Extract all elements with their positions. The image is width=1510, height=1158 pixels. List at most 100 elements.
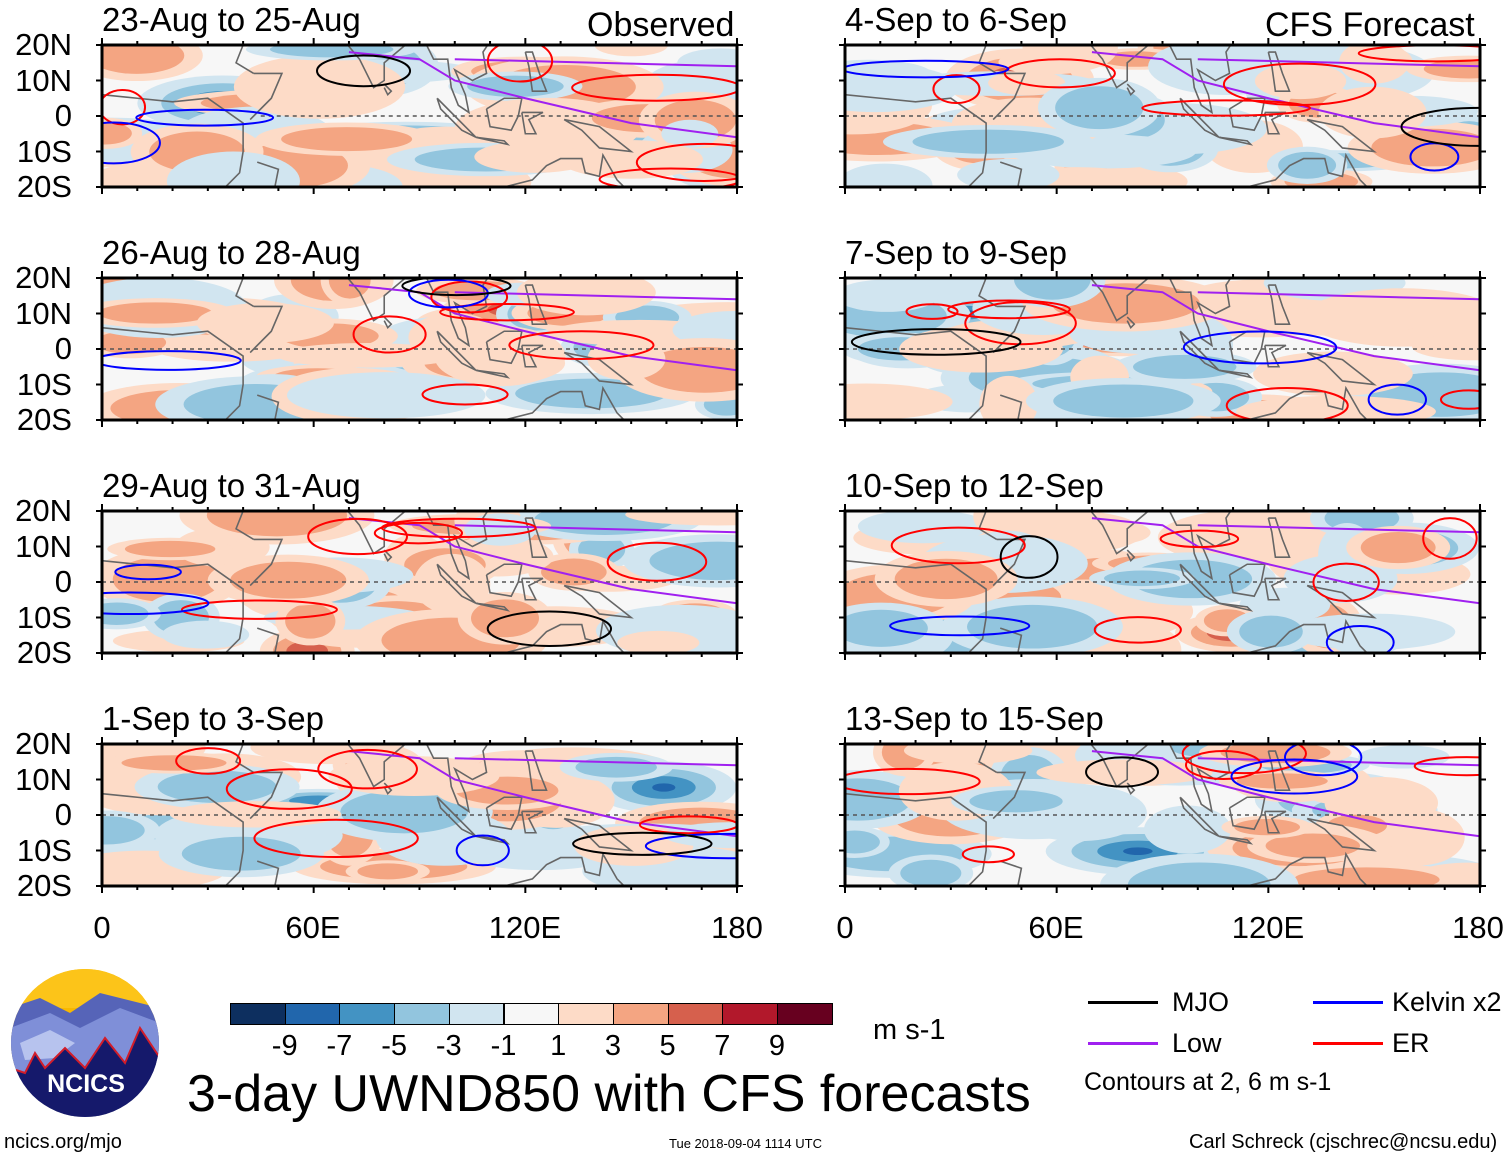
coastline <box>524 284 548 325</box>
kelvin-contour <box>1182 330 1338 365</box>
coastline <box>1179 330 1220 372</box>
westerly-anomaly-region <box>845 383 953 420</box>
y-tick-label: 10S <box>16 133 72 169</box>
er-contour <box>508 330 655 360</box>
coastline <box>249 771 284 820</box>
low-frequency-contour <box>454 291 737 301</box>
easterly-anomaly-region <box>1144 805 1232 854</box>
x-tick-label: 120E <box>1231 910 1305 945</box>
westerly-anomaly-region <box>196 302 334 344</box>
y-tick-label: 10S <box>16 832 72 868</box>
easterly-anomaly-region <box>1053 384 1194 418</box>
er-contour <box>1439 389 1480 410</box>
panel-title: 26-Aug to 28-Aug <box>102 234 361 271</box>
kelvin-contour <box>644 832 737 860</box>
coastline <box>1264 111 1287 135</box>
coastline <box>521 810 544 834</box>
mjo-contour <box>1085 756 1159 788</box>
low-frequency-contour <box>348 284 737 372</box>
contour-note: Contours at 2, 6 m s-1 <box>1084 1068 1332 1096</box>
coastline <box>1218 835 1254 845</box>
er-contour <box>964 301 1077 346</box>
panel-title: 4-Sep to 6-Sep <box>845 1 1067 38</box>
coastline <box>503 385 625 420</box>
er-contour <box>890 526 1026 565</box>
kelvin-contour <box>1325 624 1395 653</box>
easterly-anomaly-region <box>845 609 928 647</box>
coastline <box>1089 744 1151 788</box>
coastline <box>992 771 1027 820</box>
er-contour <box>606 541 708 582</box>
y-tick-label: 20N <box>15 726 72 761</box>
coastline <box>1306 817 1377 852</box>
mjo-contour <box>999 535 1059 579</box>
coastline <box>235 744 255 774</box>
easterly-anomaly-region <box>1278 151 1337 179</box>
coastline <box>1246 851 1368 886</box>
map-panel <box>839 38 1486 194</box>
coastline <box>999 394 1023 420</box>
coastline <box>436 796 477 838</box>
kelvin-contour <box>102 121 161 165</box>
westerly-anomaly-region <box>233 55 406 119</box>
coastline <box>102 792 244 886</box>
er-contour <box>1181 744 1307 775</box>
coastline <box>1267 51 1291 92</box>
coastline <box>1168 511 1232 581</box>
coastline <box>1246 385 1368 420</box>
colorbar-swatch <box>503 1003 560 1025</box>
x-tick-label: 0 <box>93 910 111 945</box>
coastline <box>563 817 634 852</box>
coastline <box>235 278 255 308</box>
easterly-anomaly-region <box>900 859 962 886</box>
legend-label-mjo: MJO <box>1172 987 1229 1017</box>
colorbar-swatch <box>230 1003 286 1025</box>
westerly-anomaly-region <box>281 127 413 152</box>
timestamp: Tue 2018-09-04 1114 UTC <box>669 1136 822 1151</box>
westerly-anomaly-region <box>102 122 132 145</box>
er-contour <box>961 845 1015 864</box>
coastline <box>383 83 393 97</box>
kelvin-contour <box>135 108 275 127</box>
er-contour <box>1141 99 1312 117</box>
coastline <box>1264 577 1287 601</box>
er-contour <box>175 747 242 775</box>
y-tick-label: 10N <box>15 62 72 98</box>
y-tick-label: 20N <box>15 493 72 528</box>
coastline <box>249 72 284 121</box>
er-contour <box>571 73 737 102</box>
low-frequency-contour <box>1091 517 1480 605</box>
colorbar-tick-label: -5 <box>381 1030 407 1062</box>
coastline <box>249 305 284 354</box>
westerly-anomaly-region <box>1423 59 1480 79</box>
legend-line-er <box>1313 1042 1383 1045</box>
colorbar-swatch <box>667 1003 724 1025</box>
coastline <box>1089 45 1151 89</box>
colorbar-units: m s-1 <box>873 1014 946 1046</box>
coastline <box>1306 118 1377 153</box>
coastline <box>1179 97 1220 139</box>
forecast-column-label: CFS Forecast <box>1265 6 1475 44</box>
er-contour <box>905 303 959 320</box>
website-link[interactable]: ncics.org/mjo <box>4 1131 122 1153</box>
er-contour <box>225 768 353 810</box>
colorbar-swatch <box>448 1003 505 1025</box>
er-contour <box>1222 62 1377 106</box>
coastline <box>475 835 511 845</box>
colorbar-tick-label: -3 <box>435 1030 462 1062</box>
colorbar-swatch <box>777 1003 833 1025</box>
westerly-anomaly-region <box>102 302 213 324</box>
westerly-anomaly-region <box>1360 531 1436 564</box>
colorbar-tick-label: 7 <box>714 1030 731 1062</box>
coastline <box>845 93 987 187</box>
coastline <box>1306 351 1377 386</box>
westerly-anomaly-region <box>594 45 668 57</box>
westerly-anomaly-region <box>1371 128 1480 167</box>
westerly-anomaly-region <box>1411 333 1480 361</box>
westerly-anomaly-region <box>285 603 336 639</box>
kelvin-contour <box>1230 758 1359 795</box>
kelvin-contour <box>102 591 210 616</box>
low-frequency-contour <box>454 524 737 534</box>
er-contour <box>421 383 509 406</box>
